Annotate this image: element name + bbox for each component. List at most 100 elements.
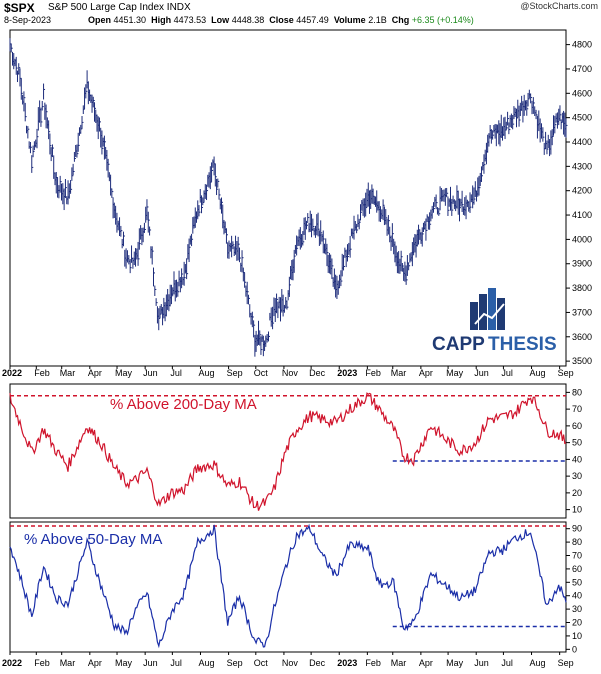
y-tick-label: 3800 [572,283,592,293]
x-axis-label: Nov [282,368,299,378]
x-axis-label: Oct [254,658,269,668]
y-tick-label: 20 [572,618,582,628]
x-axis-label: Sep [227,368,243,378]
y-tick-label: 10 [572,505,582,515]
chart-header: $SPX S&P 500 Large Cap Index INDX @Stock… [0,0,601,30]
x-axis-label: Sep [558,368,574,378]
x-axis-label: Apr [419,658,433,668]
y-tick-label: 3600 [572,332,592,342]
x-axis-label: Aug [530,368,546,378]
series-line-2 [9,523,567,649]
x-axis-label: Apr [88,658,102,668]
x-axis-label: Jul [170,658,182,668]
chg-value: +6.35 (+0.14%) [411,15,474,25]
x-axis-label: Oct [254,368,269,378]
series-line-1 [9,392,567,511]
open-label: Open [88,15,112,25]
y-tick-label: 4800 [572,40,592,50]
x-axis-label: 2023 [337,368,357,378]
exchange: INDX [166,2,191,13]
close-label: Close [269,15,294,25]
low-label: Low [211,15,230,25]
logo-text-thesis: THESIS [488,334,557,355]
y-tick-label: 4100 [572,210,592,220]
y-tick-label: 30 [572,471,582,481]
x-axis-label: Dec [309,368,326,378]
y-tick-label: 40 [572,591,582,601]
x-axis-label: Jun [474,368,489,378]
y-tick-label: 3500 [572,356,592,366]
x-axis-label: Mar [391,658,407,668]
panel-frame-1 [9,383,567,519]
logo-bar [479,294,487,330]
x-axis-label: Mar [60,658,76,668]
x-axis-label: Jul [170,368,182,378]
high-label: High [151,15,172,25]
symbol: $SPX [4,1,35,15]
x-axis-label: Sep [558,658,574,668]
x-axis-label: Jun [143,368,158,378]
high-value: 4473.53 [173,15,207,25]
y-tick-label: 70 [572,404,582,414]
x-axis-label: Mar [391,368,407,378]
x-axis-label: Jul [501,368,513,378]
x-axis-label: Feb [34,658,50,668]
quote-date: 8-Sep-2023 [4,15,52,25]
x-axis-label: Mar [60,368,76,378]
logo-arrow [474,303,505,325]
price-bars [9,38,568,357]
index-name-text: S&P 500 Large Cap Index [48,2,165,13]
x-axis-label: Aug [198,368,214,378]
logo-bar [488,288,496,330]
x-axis-label: Jun [474,658,489,668]
volume-value: 2.1B [368,15,387,25]
x-axis-label: Jul [501,658,513,668]
y-tick-label: 3700 [572,307,592,317]
x-axis-label: Sep [227,658,243,668]
y-tick-label: 4000 [572,234,592,244]
index-name: S&P 500 Large Cap Index INDX [48,2,191,13]
y-tick-label: 10 [572,631,582,641]
chg-label: Chg [391,15,410,25]
y-tick-label: 20 [572,488,582,498]
y-tick-label: 40 [572,454,582,464]
y-tick-label: 80 [572,537,582,547]
x-axis-label: 2023 [337,658,357,668]
volume-label: Volume [333,15,366,25]
y-tick-label: 70 [572,551,582,561]
x-axis-label: Aug [198,658,214,668]
panel-frame-2 [9,521,567,653]
y-tick-label: 50 [572,438,582,448]
y-tick-label: 3900 [572,259,592,269]
y-tick-label: 4700 [572,64,592,74]
y-tick-label: 4300 [572,161,592,171]
logo-bar [497,298,505,330]
credit[interactable]: @StockCharts.com [520,1,598,11]
y-tick-label: 4200 [572,186,592,196]
y-tick-label: 50 [572,577,582,587]
y-tick-label: 4600 [572,88,592,98]
x-axis-label: Nov [282,658,299,668]
y-tick-label: 80 [572,387,582,397]
y-tick-label: 60 [572,421,582,431]
panel-frame-0 [9,29,567,367]
x-axis-label: Feb [34,368,50,378]
panel-title-2: % Above 50-Day MA [24,531,162,548]
x-axis-label: 2022 [2,368,22,378]
x-axis-label: 2022 [2,658,22,668]
x-axis-label: Apr [88,368,102,378]
y-tick-label: 0 [572,644,577,654]
x-axis-label: May [115,368,133,378]
x-axis-label: May [115,658,133,668]
y-tick-label: 60 [572,564,582,574]
y-tick-label: 4400 [572,137,592,147]
close-value: 4457.49 [296,15,329,25]
y-tick-label: 90 [572,524,582,534]
x-axis-label: Jun [143,658,158,668]
quote-line: Open 4451.30 High 4473.53 Low 4448.38 Cl… [88,15,474,25]
x-axis-label: Feb [365,368,381,378]
low-value: 4448.38 [231,15,265,25]
y-tick-label: 30 [572,604,582,614]
